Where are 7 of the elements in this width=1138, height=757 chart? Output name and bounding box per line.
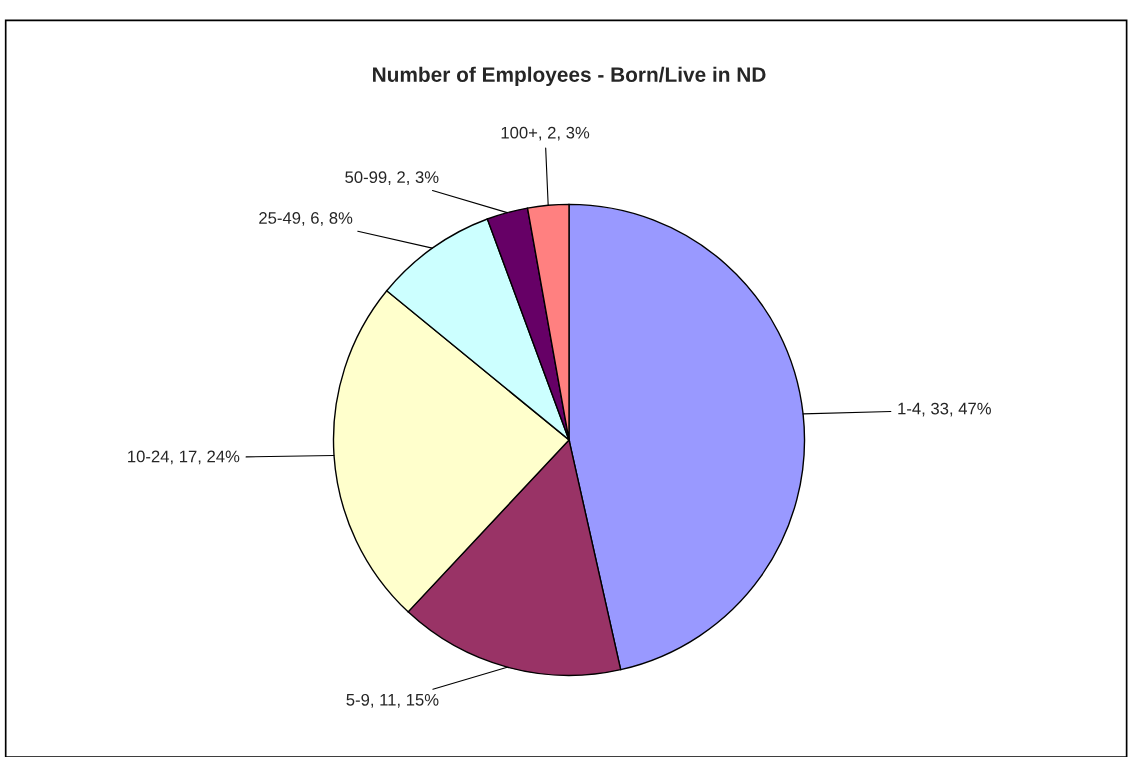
slice-label: 100+, 2, 3% [501,126,590,141]
slice-label: 1-4, 33, 47% [898,402,991,417]
slice-label: 5-9, 11, 15% [346,693,439,708]
slice-label: 10-24, 17, 24% [128,450,240,465]
slice-label: 50-99, 2, 3% [345,171,439,185]
chart-title: Number of Employees - Born/Live in ND [373,66,766,87]
slice-label: 25-49, 6, 8% [259,212,353,226]
